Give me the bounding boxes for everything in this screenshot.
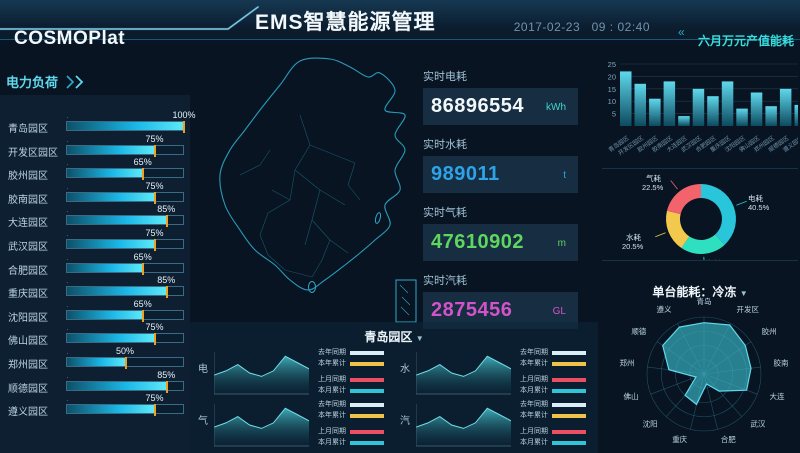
svg-text:20.5%: 20.5%: [622, 242, 644, 251]
svg-text:遵义: 遵义: [657, 304, 672, 314]
svg-text:大连: 大连: [770, 391, 785, 401]
svg-text:顺德: 顺德: [631, 326, 646, 336]
svg-text:15: 15: [608, 85, 616, 94]
svg-text:合肥: 合肥: [721, 434, 736, 444]
svg-text:25: 25: [608, 60, 616, 69]
svg-text:重庆: 重庆: [672, 434, 687, 444]
svg-text:22.5%: 22.5%: [642, 183, 664, 192]
svg-text:胶南: 胶南: [774, 358, 789, 368]
svg-text:郑州: 郑州: [620, 358, 635, 368]
svg-text:沈阳: 沈阳: [643, 418, 658, 428]
svg-text:20: 20: [608, 72, 616, 81]
svg-text:10: 10: [608, 97, 616, 106]
svg-text:5: 5: [612, 110, 616, 119]
svg-text:开发区: 开发区: [737, 304, 760, 314]
svg-text:青岛: 青岛: [697, 296, 712, 306]
svg-text:佛山: 佛山: [624, 391, 639, 401]
svg-text:40.5%: 40.5%: [748, 203, 770, 212]
svg-text:胶州: 胶州: [762, 326, 777, 336]
svg-text:武汉: 武汉: [750, 418, 765, 428]
svg-text:气耗: 气耗: [646, 173, 661, 183]
svg-text:水耗: 水耗: [626, 232, 641, 242]
svg-text:电耗: 电耗: [748, 193, 763, 203]
